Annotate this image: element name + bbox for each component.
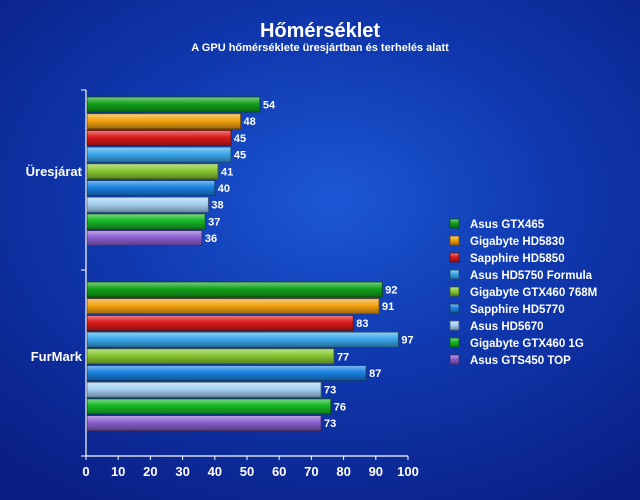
x-tick-label: 100: [397, 464, 419, 479]
chart-subtitle: A GPU hőmérséklete üresjártban és terhel…: [191, 42, 449, 54]
category-label: Üresjárat: [26, 164, 83, 179]
value-label: 77: [337, 351, 349, 363]
x-tick-label: 80: [336, 464, 350, 479]
value-label: 92: [385, 285, 397, 297]
value-label: 54: [263, 100, 276, 112]
legend-label-sapphire-hd5850: Sapphire HD5850: [470, 253, 565, 265]
legend-label-asus-hd5670: Asus HD5670: [470, 321, 544, 333]
value-label: 73: [324, 385, 336, 397]
value-label: 38: [211, 200, 223, 212]
bar-gigabyte-hd5830-furmark: [86, 298, 380, 315]
legend-label-gigabyte-hd5830: Gigabyte HD5830: [470, 236, 565, 248]
legend-label-asus-gtx465: Asus GTX465: [470, 219, 545, 231]
legend-label-asus-hd5750-formula: Asus HD5750 Formula: [470, 270, 593, 282]
legend-label-asus-gts450-top: Asus GTS450 TOP: [470, 355, 571, 367]
value-label: 45: [234, 133, 246, 145]
bar-asus-hd5670-uresjarat: [86, 196, 209, 213]
x-tick-label: 20: [143, 464, 157, 479]
value-label: 97: [401, 335, 413, 347]
legend-label-gigabyte-gtx460-1g: Gigabyte GTX460 1G: [470, 338, 584, 350]
x-tick-label: 40: [208, 464, 222, 479]
x-tick-label: 60: [272, 464, 286, 479]
value-label: 45: [234, 150, 246, 162]
bar-gigabyte-gtx460-768m-furmark: [86, 348, 335, 365]
legend-label-gigabyte-gtx460-768m: Gigabyte GTX460 768M: [470, 287, 597, 299]
legend-swatch-sapphire-hd5850: [449, 252, 460, 263]
x-tick-label: 30: [175, 464, 189, 479]
category-label: FurMark: [31, 349, 83, 364]
legend-swatch-sapphire-hd5770: [449, 303, 460, 314]
x-tick-label: 90: [369, 464, 383, 479]
value-label: 36: [205, 233, 217, 245]
value-label: 41: [221, 166, 233, 178]
bar-asus-gtx465-furmark: [86, 281, 383, 298]
x-tick-label: 50: [240, 464, 254, 479]
value-label: 73: [324, 418, 336, 430]
bar-asus-hd5750-formula-furmark: [86, 331, 399, 348]
bar-asus-gts450-top-uresjarat: [86, 230, 203, 247]
legend-swatch-asus-hd5670: [449, 320, 460, 331]
value-label: 83: [356, 318, 368, 330]
legend-swatch-gigabyte-gtx460-768m: [449, 286, 460, 297]
bar-gigabyte-gtx460-1g-furmark: [86, 398, 332, 415]
value-label: 87: [369, 368, 381, 380]
legend-swatch-asus-hd5750-formula: [449, 269, 460, 280]
x-tick-label: 0: [82, 464, 89, 479]
plot-area: 544845454140383736Üresjárat9291839777877…: [26, 89, 419, 479]
bar-sapphire-hd5850-furmark: [86, 314, 354, 331]
legend-label-sapphire-hd5770: Sapphire HD5770: [470, 304, 565, 316]
bar-asus-gts450-top-furmark: [86, 415, 322, 432]
value-label: 91: [382, 301, 394, 313]
bar-sapphire-hd5770-uresjarat: [86, 180, 216, 196]
value-label: 37: [208, 216, 220, 228]
x-tick-label: 10: [111, 464, 125, 479]
legend-swatch-asus-gtx465: [449, 218, 460, 229]
chart-title: Hőmérséklet: [260, 20, 380, 42]
bar-sapphire-hd5850-uresjarat: [86, 129, 232, 146]
legend-swatch-asus-gts450-top: [449, 354, 460, 365]
legend: Asus GTX465 Gigabyte HD5830 Sapphire HD585…: [449, 218, 597, 367]
x-tick-label: 70: [304, 464, 318, 479]
legend-swatch-gigabyte-hd5830: [449, 235, 460, 246]
bar-gigabyte-gtx460-768m-uresjarat: [86, 163, 219, 180]
bar-gigabyte-hd5830-uresjarat: [86, 113, 241, 130]
value-label: 76: [334, 401, 346, 413]
bar-asus-gtx465-uresjarat: [86, 96, 261, 113]
legend-swatch-gigabyte-gtx460-1g: [449, 337, 460, 348]
bar-sapphire-hd5770-furmark: [86, 365, 367, 381]
bar-gigabyte-gtx460-1g-uresjarat: [86, 213, 206, 230]
bar-asus-hd5750-formula-uresjarat: [86, 146, 232, 163]
bar-asus-hd5670-furmark: [86, 381, 322, 398]
value-label: 48: [244, 116, 256, 128]
value-label: 40: [218, 183, 230, 195]
